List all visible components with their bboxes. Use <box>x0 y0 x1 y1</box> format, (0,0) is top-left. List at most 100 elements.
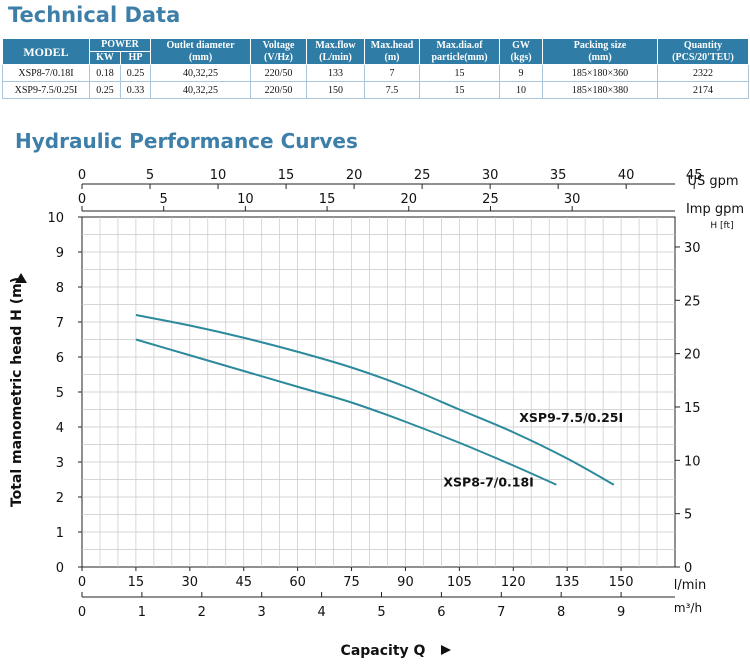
cell-head: 7 <box>364 64 420 82</box>
x-tick-label: 90 <box>397 575 414 590</box>
cell-flow: 133 <box>306 64 365 82</box>
m3h-tick-label: 0 <box>78 605 86 620</box>
col-packing-label: Packing size <box>573 39 627 51</box>
us-gpm-tick-label: 35 <box>550 168 567 183</box>
col-voltage-unit: (V/Hz) <box>264 51 293 63</box>
ft-tick-label: 30 <box>684 241 701 256</box>
y-tick-label: 6 <box>56 351 64 366</box>
x-tick-label: 105 <box>447 575 472 590</box>
col-head-unit: (m) <box>384 51 400 63</box>
y-tick-label: 0 <box>56 561 64 576</box>
m3h-tick-label: 5 <box>377 605 385 620</box>
col-quantity-label: Quantity <box>683 39 723 51</box>
col-model: MODEL <box>2 38 90 65</box>
ft-unit-label: H [ft] <box>710 221 733 231</box>
cell-gw: 10 <box>499 81 543 99</box>
col-voltage-label: Voltage <box>262 39 295 51</box>
cell-hp: 0.25 <box>120 64 151 82</box>
imp-gpm-tick-label: 15 <box>319 192 336 207</box>
m3h-tick-label: 3 <box>258 605 266 620</box>
cell-flow: 150 <box>306 81 365 99</box>
series-label-0: XSP9-7.5/0.25I <box>519 410 623 425</box>
cell-hp: 0.33 <box>120 81 151 99</box>
col-particle-label: Max.dia.of <box>436 39 483 51</box>
col-packing-unit: (mm) <box>588 51 612 63</box>
cell-kw: 0.25 <box>89 81 121 99</box>
cell-outlet: 40,32,25 <box>150 64 251 82</box>
x-tick-label: 30 <box>182 575 199 590</box>
x-tick-label: 135 <box>555 575 580 590</box>
chart-series <box>135 314 615 486</box>
series-label-1: XSP8-7/0.18I <box>443 475 533 490</box>
x-tick-label: 0 <box>78 575 86 590</box>
col-outlet-unit: (mm) <box>188 51 213 63</box>
imp-gpm-tick-label: 30 <box>564 192 581 207</box>
col-kw: KW <box>89 51 121 65</box>
cell-voltage: 220/50 <box>250 81 307 99</box>
x-unit-label: l/min <box>674 578 707 593</box>
y-tick-label: 9 <box>56 246 64 261</box>
cell-packing: 185×180×360 <box>542 64 658 82</box>
col-particle: Max.dia.of particle(mm) <box>419 38 500 65</box>
m3h-tick-label: 6 <box>437 605 445 620</box>
technical-data-title: Technical Data <box>8 3 181 27</box>
cell-head: 7.5 <box>364 81 420 99</box>
ft-tick-label: 15 <box>684 401 701 416</box>
col-power: POWER <box>89 38 151 52</box>
col-quantity-unit: (PCS/20'TEU) <box>672 51 734 63</box>
col-gw-label: GW <box>512 39 530 51</box>
us-gpm-tick-label: 25 <box>414 168 431 183</box>
chart-labels: Total manometric head H (m) Capacity Q XSP… <box>9 273 623 659</box>
us-gpm-tick-label: 40 <box>618 168 635 183</box>
col-flow-label: Max.flow <box>315 39 356 51</box>
us-gpm-tick-label: 5 <box>146 168 154 183</box>
us-gpm-tick-label: 15 <box>278 168 295 183</box>
cell-gw: 9 <box>499 64 543 82</box>
col-quantity: Quantity (PCS/20'TEU) <box>657 38 749 65</box>
x-tick-label: 45 <box>235 575 252 590</box>
x-tick-label: 150 <box>609 575 634 590</box>
x-tick-label: 15 <box>128 575 145 590</box>
us-gpm-tick-label: 30 <box>482 168 499 183</box>
cell-voltage: 220/50 <box>250 64 307 82</box>
y-axis-title: Total manometric head H (m) <box>9 277 25 507</box>
us-gpm-tick-label: 45 <box>686 168 703 183</box>
col-packing: Packing size (mm) <box>542 38 658 65</box>
m3h-tick-label: 4 <box>317 605 325 620</box>
chart-grid <box>81 216 676 568</box>
col-flow: Max.flow (L/min) <box>306 38 365 65</box>
x-axis-arrow-icon <box>441 645 451 655</box>
cell-quantity: 2322 <box>657 64 749 82</box>
y-tick-label: 1 <box>56 526 64 541</box>
y-tick-label: 5 <box>56 386 64 401</box>
col-outlet-label: Outlet diameter <box>166 39 235 51</box>
cell-quantity: 2174 <box>657 81 749 99</box>
series-line-1 <box>135 338 557 486</box>
m3h-tick-label: 7 <box>497 605 505 620</box>
col-gw: GW (kgs) <box>499 38 543 65</box>
us-gpm-tick-label: 10 <box>210 168 227 183</box>
cell-packing: 185×180×380 <box>542 81 658 99</box>
us-gpm-unit-label: US gpm <box>687 174 738 189</box>
x-tick-label: 75 <box>343 575 360 590</box>
y-tick-label: 10 <box>47 211 64 226</box>
x-axis-title: Capacity Q <box>341 643 426 659</box>
imp-gpm-tick-label: 0 <box>78 192 86 207</box>
m3h-tick-label: 9 <box>617 605 625 620</box>
cell-particle: 15 <box>419 81 500 99</box>
ft-tick-label: 5 <box>684 508 692 523</box>
x-tick-label: 120 <box>501 575 526 590</box>
m3h-unit-label: m³/h <box>674 601 702 615</box>
y-tick-label: 3 <box>56 456 64 471</box>
imp-gpm-tick-label: 20 <box>400 192 417 207</box>
ft-tick-label: 20 <box>684 348 701 363</box>
col-flow-unit: (L/min) <box>319 51 352 63</box>
imp-gpm-tick-label: 10 <box>237 192 254 207</box>
col-particle-unit: particle(mm) <box>431 51 488 63</box>
table-row: XSP9-7.5/0.25I 0.25 0.33 40,32,25 220/50… <box>2 81 749 99</box>
col-outlet: Outlet diameter (mm) <box>150 38 251 65</box>
m3h-tick-label: 2 <box>198 605 206 620</box>
series-line-0 <box>135 314 615 486</box>
cell-outlet: 40,32,25 <box>150 81 251 99</box>
